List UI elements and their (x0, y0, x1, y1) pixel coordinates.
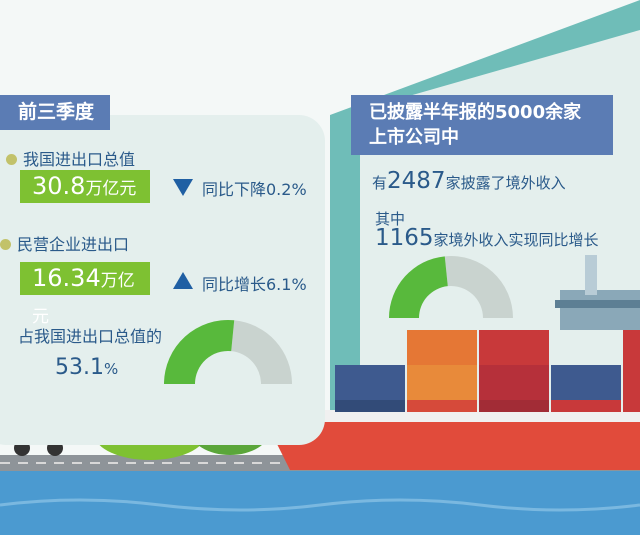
share-label: 占我国进出口总值的 (18, 327, 163, 346)
left-header: 前三季度 (0, 95, 110, 130)
ship-bridge (560, 290, 640, 330)
gauge-fill (164, 320, 235, 384)
private-enterprise-value: 16.34万亿元 (20, 262, 150, 327)
import-export-total-value: 30.8万亿元 (20, 170, 150, 203)
gauge-remainder (444, 256, 513, 318)
up-arrow-icon (173, 272, 193, 289)
among-label: 其中 (375, 210, 406, 228)
share-value: 53.1% (55, 355, 119, 380)
down-arrow-icon (173, 179, 193, 196)
share-gauge (164, 320, 292, 384)
growth-gauge (389, 256, 513, 318)
bullet-icon (0, 239, 11, 250)
gauge-fill (389, 256, 448, 318)
containers (335, 330, 640, 412)
right-header: 已披露半年报的5000余家 上市公司中 (351, 95, 613, 155)
change-decline: 同比下降0.2% (202, 180, 307, 199)
private-enterprise-label: 民营企业进出口 (0, 231, 129, 255)
change-increase: 同比增长6.1% (202, 275, 307, 294)
import-export-total-label: 我国进出口总值 (6, 146, 135, 170)
ship-hull (265, 420, 640, 470)
water (0, 471, 640, 535)
growth-count: 1165家境外收入实现同比增长 (375, 225, 599, 251)
bullet-icon (6, 154, 17, 165)
disclosed-count: 有2487家披露了境外收入 (372, 168, 566, 194)
gauge-remainder (231, 320, 292, 384)
